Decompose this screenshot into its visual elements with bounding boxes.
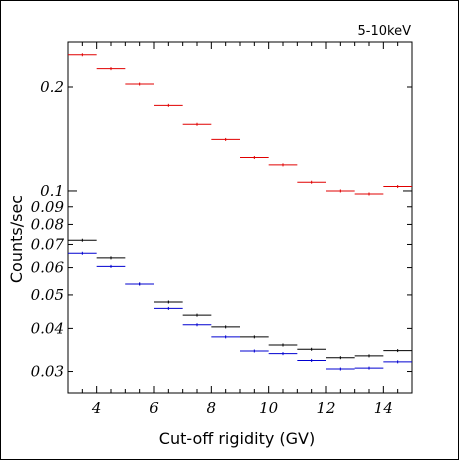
y-tick-label: 0.06 [31, 259, 65, 277]
x-tick-label: 12 [316, 399, 335, 417]
data-point [96, 264, 126, 268]
data-point [268, 352, 298, 356]
x-axis-title: Cut-off rigidity (GV) [159, 429, 315, 448]
data-point [68, 53, 97, 57]
data-point [240, 335, 269, 339]
y-tick-label: 0.2 [40, 78, 64, 96]
data-point [125, 82, 154, 86]
series-layer [68, 53, 412, 371]
data-point [182, 313, 212, 317]
y-tick-label: 0.05 [31, 286, 64, 304]
data-point [326, 356, 355, 360]
data-point [154, 306, 183, 310]
x-axis: 4 6 8 10 12 14 [67, 42, 413, 417]
data-point [268, 163, 298, 167]
x-tick-label: 8 [207, 399, 217, 417]
data-point [297, 180, 326, 184]
data-point [182, 122, 212, 126]
plot-border [67, 41, 413, 394]
x-tick-label: 10 [259, 399, 279, 417]
data-point [354, 366, 384, 370]
data-point [383, 349, 412, 353]
series-2 [68, 238, 412, 360]
series-1 [68, 53, 412, 196]
y-tick-label: 0.08 [31, 215, 64, 233]
data-point [354, 192, 384, 196]
y-tick-label: 0.04 [31, 319, 64, 337]
data-point [68, 238, 97, 242]
data-point [211, 137, 240, 141]
data-point [354, 354, 384, 358]
data-point [182, 323, 212, 327]
data-point [383, 185, 412, 189]
data-point [154, 103, 183, 107]
y-tick-label: 0.07 [31, 235, 65, 253]
data-point [383, 360, 412, 364]
data-point [297, 347, 326, 351]
y-axis: 0.03 0.04 0.05 0.06 0.07 0.080.090.1 0.2 [31, 78, 412, 381]
data-point [68, 251, 97, 255]
data-point [96, 256, 126, 260]
data-point [326, 367, 355, 371]
y-tick-label: 0.09 [31, 198, 65, 216]
x-tick-label: 4 [91, 399, 102, 417]
x-tick-label: 14 [374, 399, 393, 417]
x-tick-label: 6 [149, 399, 159, 417]
data-point [154, 300, 183, 304]
y-axis-title: Counts/sec [7, 195, 26, 283]
data-point [125, 282, 154, 286]
data-point [211, 335, 240, 339]
data-point [96, 67, 126, 71]
data-point [240, 349, 269, 353]
data-point [268, 343, 298, 347]
series-3 [68, 251, 412, 371]
energy-band-label: 5-10keV [358, 24, 412, 39]
y-tick-label: 0.03 [31, 363, 64, 381]
data-point [297, 358, 326, 362]
data-point [326, 189, 355, 193]
plot-area [67, 41, 413, 394]
data-point [211, 325, 240, 329]
data-point [240, 156, 269, 160]
y-tick-label: 0.1 [40, 182, 64, 200]
